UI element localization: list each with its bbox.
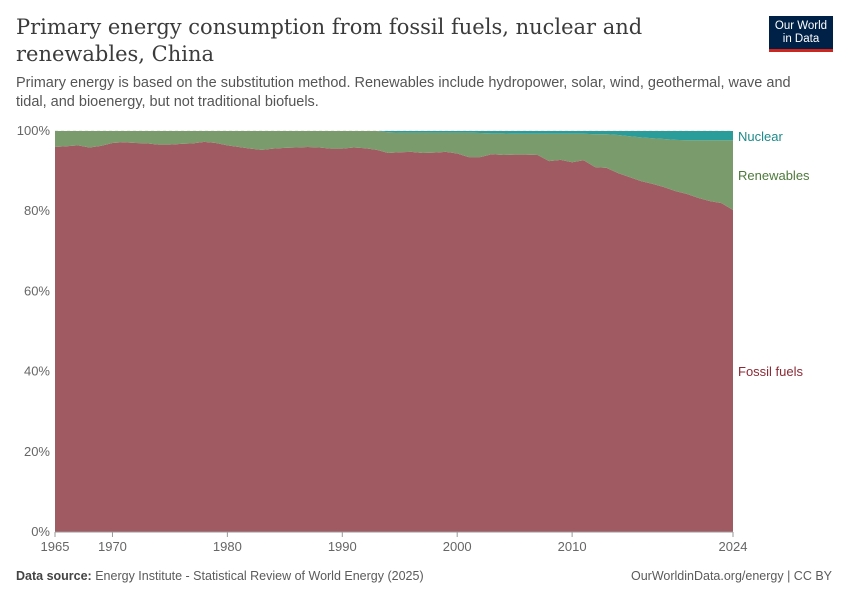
- x-tick-label: 2024: [719, 539, 748, 554]
- areas: [55, 131, 733, 532]
- source-label: Data source:: [16, 569, 92, 583]
- area-nuclear[interactable]: [55, 131, 733, 141]
- chart-subtitle: Primary energy is based on the substitut…: [16, 75, 791, 110]
- legend-label-renewables[interactable]: Renewables: [738, 168, 810, 183]
- y-axis: 0% 20% 40% 60% 80% 100%: [17, 123, 51, 539]
- x-tick-label: 2000: [443, 539, 472, 554]
- chart-title: Primary energy consumption from fossil f…: [16, 15, 643, 66]
- x-tick-label: 2010: [558, 539, 587, 554]
- y-tick-label: 0%: [31, 524, 50, 539]
- legend: Fossil fuels Renewables Nuclear: [738, 129, 810, 379]
- y-tick-label: 100%: [17, 123, 51, 138]
- data-source: Data source: Energy Institute - Statisti…: [16, 569, 424, 583]
- y-tick-label: 80%: [24, 203, 50, 218]
- y-tick-label: 60%: [24, 283, 50, 298]
- x-tick-label: 1980: [213, 539, 242, 554]
- area-renewables[interactable]: [55, 131, 733, 210]
- x-tick-label: 1965: [41, 539, 70, 554]
- source-link[interactable]: Energy Institute - Statistical Review of…: [95, 569, 424, 583]
- y-tick-label: 20%: [24, 444, 50, 459]
- legend-label-fossil-fuels[interactable]: Fossil fuels: [738, 364, 804, 379]
- license-link[interactable]: OurWorldinData.org/energy | CC BY: [630, 569, 832, 583]
- owid-logo[interactable]: Our World in Data: [769, 16, 833, 52]
- legend-label-nuclear[interactable]: Nuclear: [738, 129, 783, 144]
- area-fossil-fuels[interactable]: [55, 141, 733, 532]
- x-tick-label: 1970: [98, 539, 127, 554]
- x-axis: 1965 1970 1980 1990 2000 2010 2024: [41, 531, 748, 554]
- x-tick-label: 1990: [328, 539, 357, 554]
- y-tick-label: 40%: [24, 364, 50, 379]
- chart: 0% 20% 40% 60% 80% 100% 1965 1970 1980 1990 2000 2…: [17, 123, 810, 554]
